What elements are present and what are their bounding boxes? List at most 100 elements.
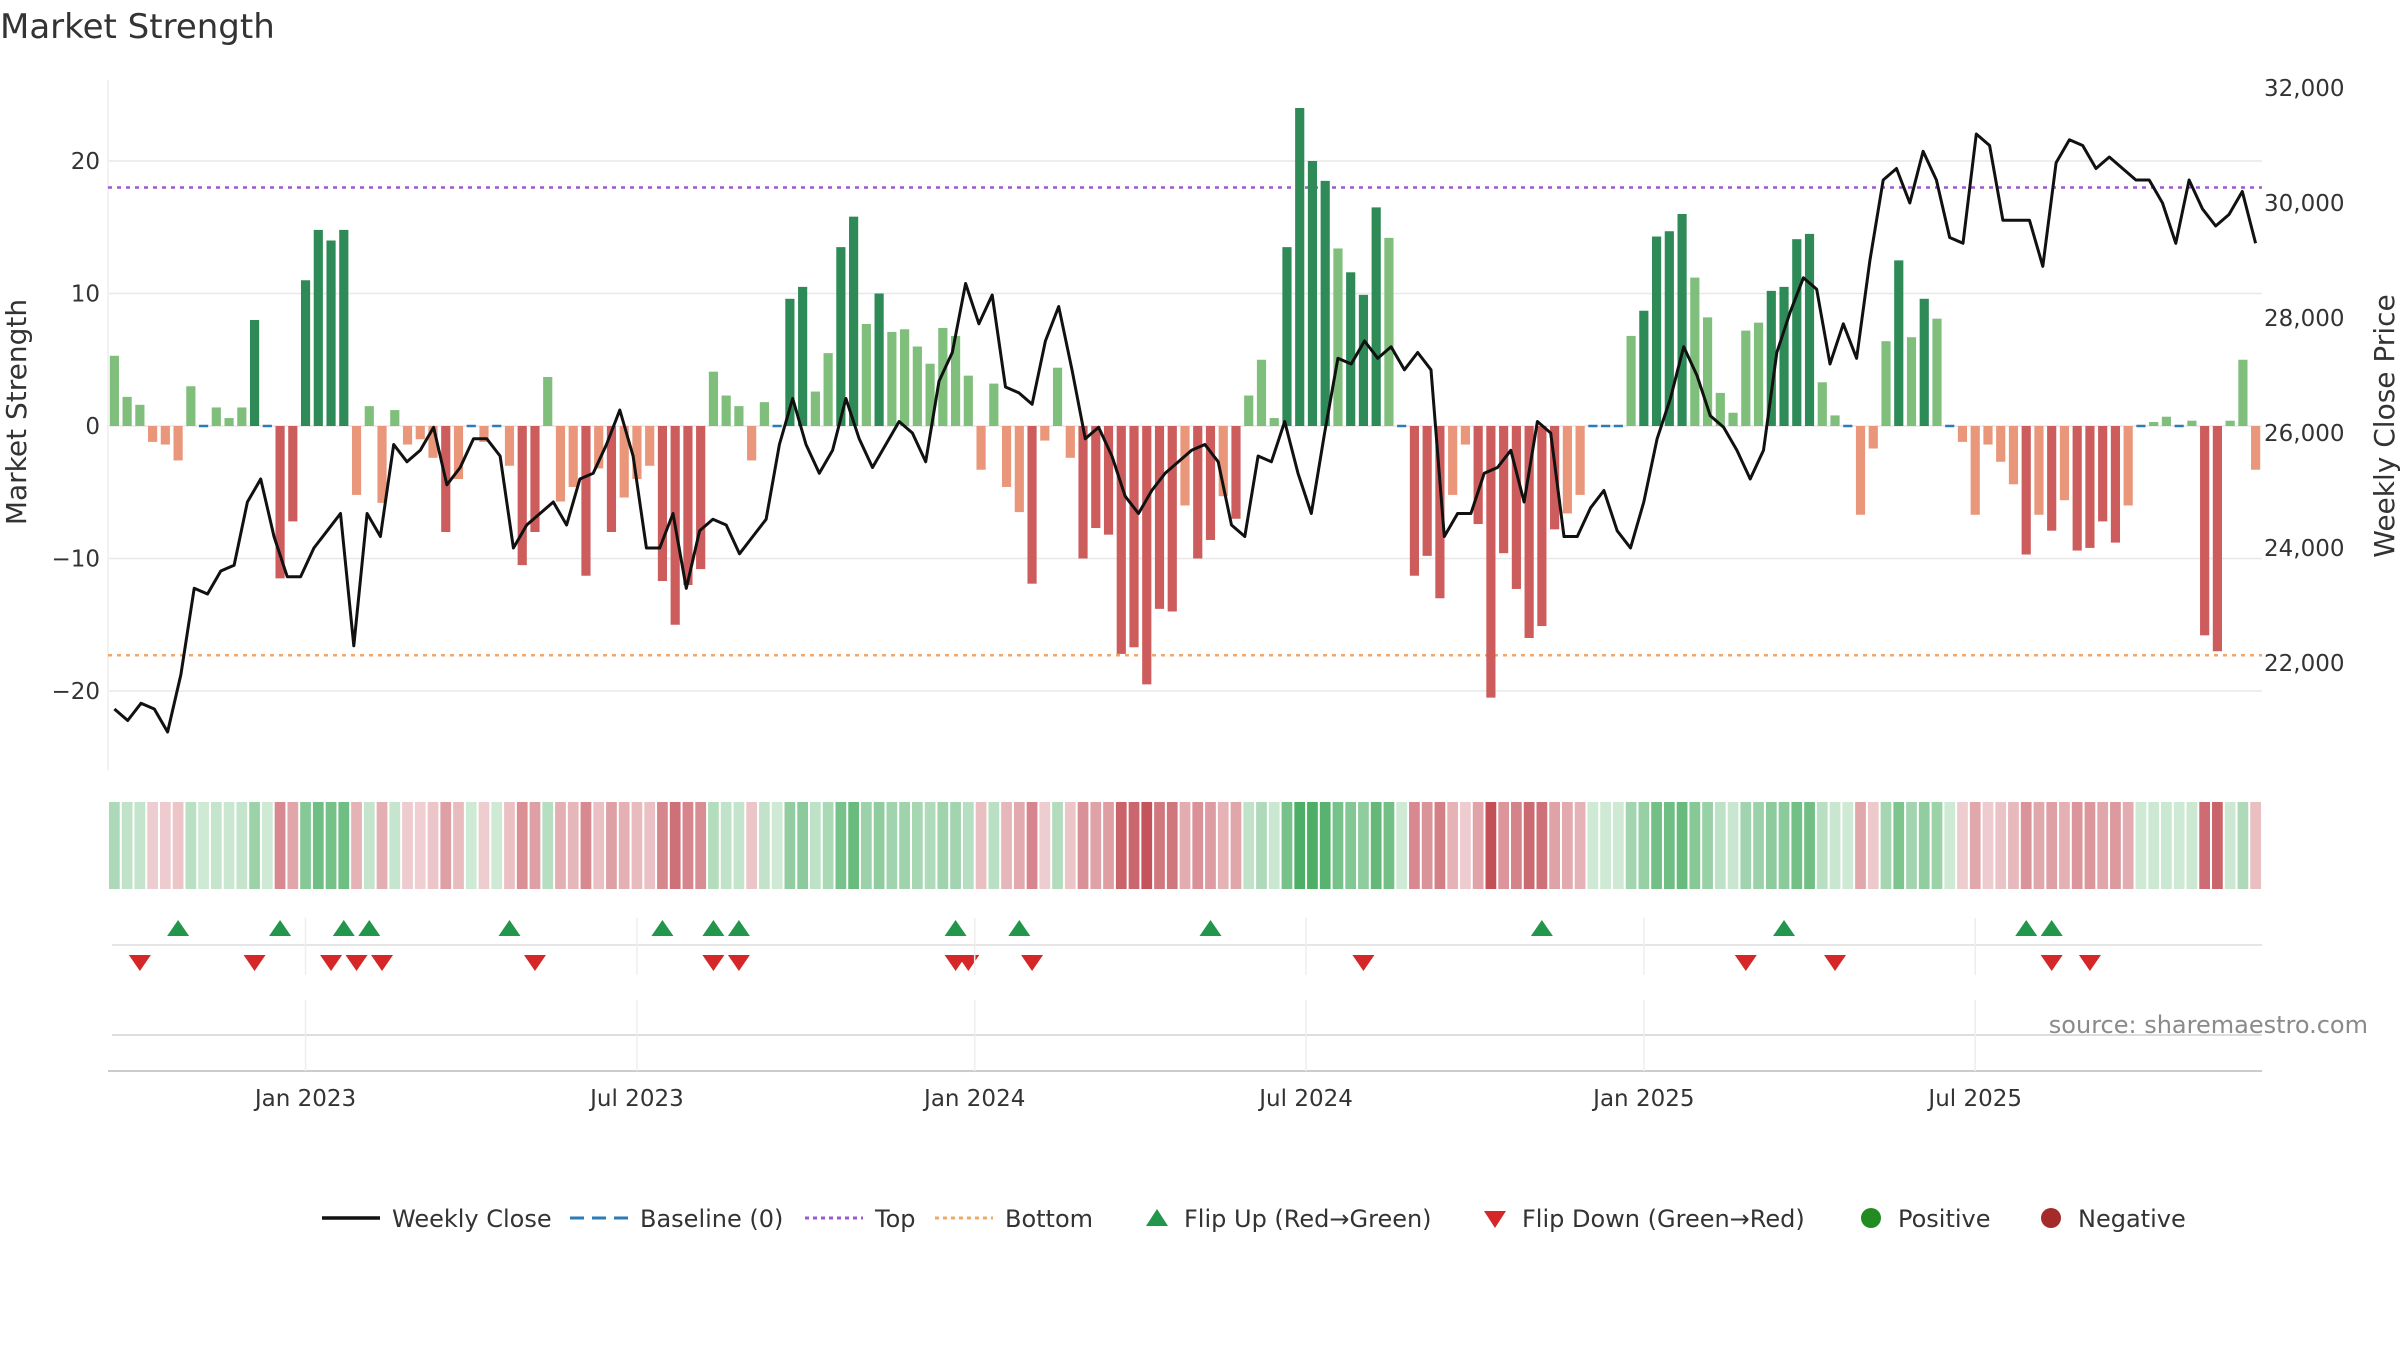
- flip-up-marker: [1773, 920, 1796, 936]
- strength-bar: [1524, 426, 1534, 638]
- right-tick-label: 22,000: [2264, 651, 2344, 677]
- band-cell: [593, 802, 605, 889]
- legend-circle-icon: [1861, 1208, 1881, 1228]
- strength-bar: [288, 426, 298, 522]
- band-cell: [2020, 802, 2032, 889]
- left-axis-label: Market Strength: [0, 299, 33, 525]
- strength-bar: [2200, 426, 2210, 636]
- right-tick-label: 32,000: [2264, 76, 2344, 102]
- strength-bar: [1983, 426, 1993, 445]
- band-cell: [1396, 802, 1408, 889]
- band-cell: [1103, 802, 1114, 889]
- legend-item: Flip Up (Red→Green): [1146, 1205, 1432, 1233]
- strength-bar: [1715, 392, 1725, 426]
- strength-bar: [402, 426, 413, 445]
- strength-bar: [364, 406, 374, 426]
- band-cell: [2161, 802, 2172, 889]
- strength-bar: [747, 426, 757, 461]
- legend-label: Weekly Close: [392, 1205, 552, 1233]
- strength-bar: [1702, 317, 1713, 426]
- left-tick-label: 0: [85, 414, 100, 440]
- band-cell: [172, 802, 184, 889]
- strength-bar: [1091, 426, 1101, 529]
- strength-bar: [950, 335, 961, 426]
- band-cell: [2110, 802, 2121, 889]
- band-cell: [198, 802, 209, 889]
- strength-bar: [122, 396, 132, 426]
- strength-color-band: [109, 802, 2261, 889]
- flip-down-marker: [702, 955, 725, 971]
- strength-bar: [1792, 239, 1802, 426]
- flip-up-marker: [1008, 920, 1031, 936]
- band-cell: [338, 802, 350, 889]
- band-cell: [1829, 802, 1841, 889]
- band-cell: [1676, 802, 1688, 889]
- strength-bar: [415, 426, 425, 440]
- strength-bar: [1435, 426, 1445, 599]
- strength-bars: [109, 108, 2261, 698]
- flip-up-marker: [269, 920, 292, 936]
- strength-bar: [912, 346, 922, 426]
- band-cell: [810, 802, 821, 889]
- strength-bar: [1499, 426, 1509, 554]
- strength-bar: [2021, 426, 2031, 555]
- strength-bar: [1460, 426, 1470, 445]
- band-cell: [1536, 802, 1548, 889]
- band-cell: [414, 802, 426, 889]
- flip-down-marker: [243, 955, 266, 971]
- strength-bar: [186, 386, 196, 426]
- band-cell: [1358, 802, 1369, 889]
- flip-down-marker: [320, 955, 343, 971]
- strength-bar: [759, 402, 769, 426]
- band-cell: [580, 802, 592, 889]
- band-cell: [2224, 802, 2236, 889]
- strength-bar: [1830, 415, 1840, 426]
- strength-bar: [849, 216, 859, 426]
- strength-bar: [224, 418, 234, 426]
- strength-bar: [925, 363, 935, 426]
- band-cell: [300, 802, 311, 889]
- band-cell: [1128, 802, 1140, 889]
- band-cell: [733, 802, 745, 889]
- right-axis-ticks: 32,000 30,000 28,000 26,000 24,000 22,000: [2264, 76, 2344, 677]
- strength-bar: [1651, 236, 1662, 426]
- flip-down-marker: [1021, 955, 1044, 971]
- strength-bar: [900, 329, 910, 426]
- strength-bar: [1575, 426, 1585, 495]
- flip-down-marker: [523, 955, 546, 971]
- band-cell: [1816, 802, 1828, 889]
- strength-bar: [173, 426, 183, 461]
- band-cell: [1345, 802, 1357, 889]
- band-cell: [1421, 802, 1433, 889]
- band-cell: [886, 802, 898, 889]
- strength-bar: [530, 426, 540, 532]
- band-cell: [1893, 802, 1905, 889]
- band-cell: [1804, 802, 1815, 889]
- band-cell: [797, 802, 809, 889]
- band-cell: [1944, 802, 1956, 889]
- strength-bar: [2161, 416, 2171, 426]
- strength-bar: [377, 426, 387, 503]
- band-cell: [478, 802, 490, 889]
- strength-bar: [2098, 426, 2108, 522]
- strength-bar: [1333, 248, 1343, 426]
- band-cell: [376, 802, 388, 889]
- band-cell: [1256, 802, 1267, 889]
- band-cell: [2059, 802, 2070, 889]
- legend-label: Flip Up (Red→Green): [1184, 1205, 1432, 1233]
- band-cell: [708, 802, 719, 889]
- band-cell: [1969, 802, 1981, 889]
- strength-bar: [1690, 277, 1700, 426]
- band-cell: [720, 802, 732, 889]
- band-cell: [134, 802, 146, 889]
- strength-bar: [1307, 161, 1318, 426]
- band-cell: [1587, 802, 1599, 889]
- strength-bar: [351, 426, 362, 495]
- band-cell: [159, 802, 171, 889]
- strength-bar: [1868, 426, 1878, 449]
- band-cell: [631, 802, 643, 889]
- flip-up-marker: [944, 920, 967, 936]
- strength-bar: [1358, 294, 1369, 426]
- band-cell: [2237, 802, 2249, 889]
- legend-item: Bottom: [935, 1205, 1093, 1233]
